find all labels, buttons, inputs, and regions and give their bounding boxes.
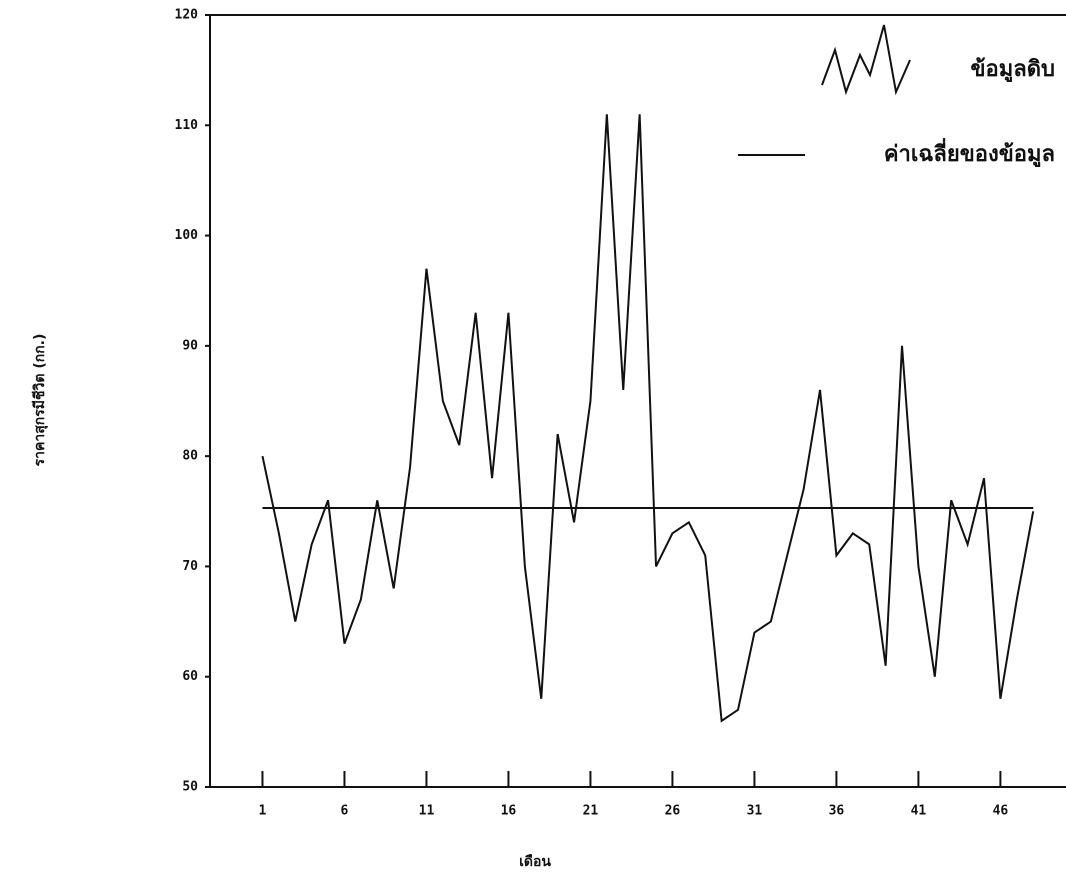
x-tick-label: 26 (665, 804, 681, 819)
y-axis-label: ราคาสุกรมีชีวิต (กก.) (32, 334, 48, 467)
legend-label: ข้อมูลดิบ (971, 57, 1056, 83)
x-tick-label: 21 (583, 804, 599, 819)
x-axis-label: เดือน (519, 854, 551, 870)
legend-symbol-raw (821, 24, 911, 96)
x-tick-label: 1 (259, 804, 267, 819)
y-tick-label: 100 (175, 228, 199, 243)
data-line (261, 114, 1035, 723)
x-tick-label: 16 (501, 804, 517, 819)
y-tick-label: 110 (175, 118, 199, 133)
x-tick-label: 41 (911, 804, 927, 819)
x-tick-label: 11 (419, 804, 435, 819)
x-tick-label: 46 (993, 804, 1009, 819)
y-tick-label: 60 (182, 669, 198, 684)
y-tick-label: 70 (182, 559, 198, 574)
y-tick-label: 50 (182, 780, 198, 795)
x-tick-label: 36 (829, 804, 845, 819)
x-tick-label: 31 (747, 804, 763, 819)
x-tick-label: 6 (341, 804, 349, 819)
y-tick-label: 90 (182, 338, 198, 353)
y-tick-label: 120 (175, 8, 199, 23)
y-tick-label: 80 (182, 449, 198, 464)
legend-label: ค่าเฉลี่ยของข้อมูล (884, 137, 1055, 168)
